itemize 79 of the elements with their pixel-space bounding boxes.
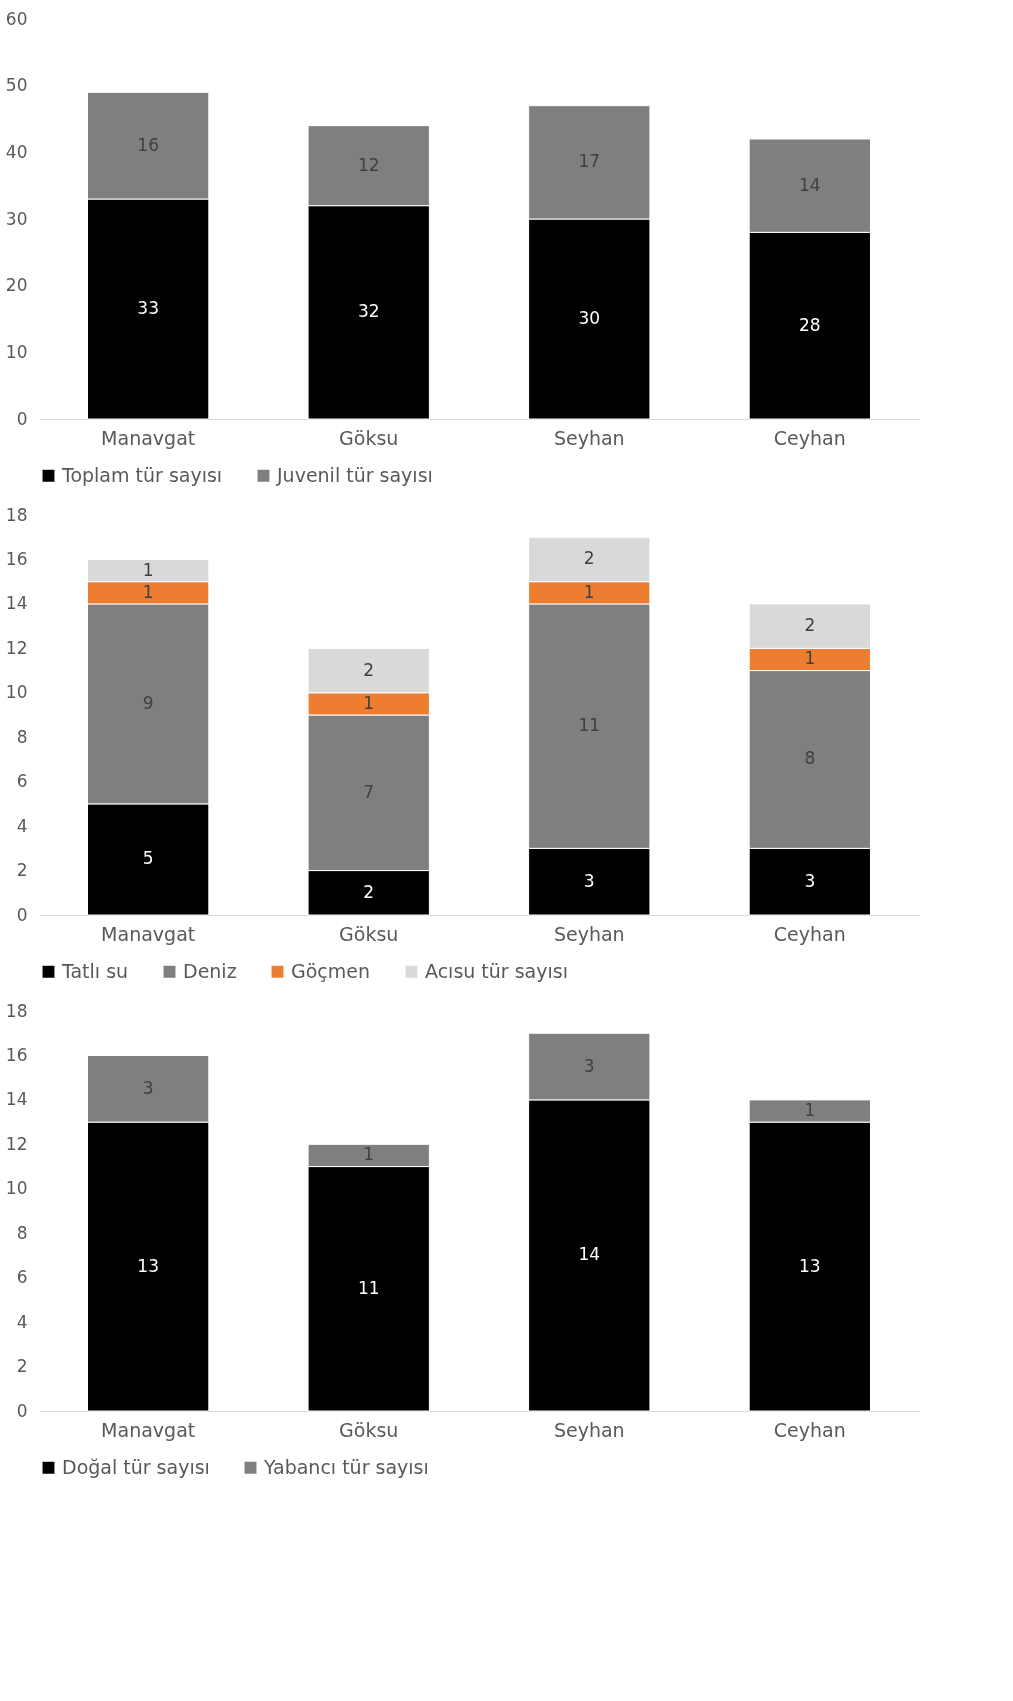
y-tick-label: 2 — [16, 860, 28, 881]
data-label: 1 — [363, 692, 375, 713]
y-tick-label: 16 — [5, 548, 28, 569]
data-label: 12 — [357, 154, 380, 175]
x-tick-label: Manavgat — [101, 922, 196, 945]
y-tick-label: 10 — [5, 682, 28, 703]
x-tick-label: Manavgat — [101, 426, 196, 449]
y-tick-label: 18 — [5, 1000, 28, 1021]
y-tick-label: 30 — [5, 208, 28, 229]
legend-label: Juvenil tür sayısı — [276, 463, 433, 486]
x-tick-label: Manavgat — [101, 1418, 196, 1441]
data-label: 2 — [363, 659, 375, 680]
data-label: 1 — [142, 581, 154, 602]
y-tick-label: 10 — [5, 341, 28, 362]
data-label: 28 — [799, 314, 821, 335]
x-tick-label: Ceyhan — [773, 1418, 846, 1441]
data-label: 14 — [578, 1244, 601, 1265]
data-label: 2 — [583, 548, 595, 569]
data-label: 13 — [799, 1255, 821, 1276]
data-label: 1 — [583, 581, 595, 602]
data-label: 3 — [583, 870, 595, 891]
x-tick-label: Ceyhan — [773, 922, 846, 945]
data-label: 8 — [804, 748, 816, 769]
x-tick-label: Göksu — [339, 922, 399, 945]
y-tick-label: 50 — [5, 75, 28, 96]
legend-label: Doğal tür sayısı — [62, 1455, 210, 1478]
data-label: 3 — [583, 1055, 595, 1076]
y-tick-label: 60 — [5, 8, 28, 29]
data-label: 30 — [578, 308, 601, 328]
legend-label: Göçmen — [291, 959, 371, 982]
y-tick-label: 0 — [16, 1400, 28, 1421]
y-tick-label: 10 — [5, 1178, 28, 1199]
y-tick-label: 14 — [5, 593, 28, 614]
y-tick-label: 0 — [16, 904, 28, 925]
y-tick-label: 20 — [5, 275, 28, 296]
y-tick-label: 4 — [16, 1311, 28, 1332]
data-label: 2 — [804, 615, 816, 636]
data-label: 1 — [142, 559, 154, 580]
y-tick-label: 14 — [5, 1089, 28, 1110]
y-tick-label: 18 — [5, 504, 28, 525]
x-tick-label: Ceyhan — [773, 426, 846, 449]
data-label: 13 — [137, 1255, 159, 1276]
legend-label: Toplam tür sayısı — [61, 463, 223, 486]
data-label: 33 — [137, 298, 159, 318]
y-tick-label: 6 — [16, 771, 28, 792]
x-tick-label: Göksu — [339, 426, 399, 449]
x-tick-label: Göksu — [339, 1418, 399, 1441]
data-label: 1 — [804, 648, 816, 669]
data-label: 1 — [804, 1100, 816, 1120]
y-tick-label: 12 — [5, 637, 28, 658]
y-tick-label: 8 — [16, 726, 28, 747]
data-label: 14 — [799, 174, 821, 195]
data-label: 2 — [363, 881, 375, 902]
x-tick-label: Seyhan — [553, 1418, 625, 1441]
y-tick-label: 6 — [16, 1267, 28, 1288]
data-label: 32 — [357, 301, 380, 322]
data-label: 9 — [142, 692, 154, 713]
y-tick-label: 8 — [16, 1222, 28, 1243]
y-tick-label: 0 — [16, 408, 28, 429]
data-label: 17 — [578, 151, 601, 172]
data-label: 11 — [357, 1277, 380, 1298]
data-label: 16 — [137, 134, 159, 155]
legend-label: Tatlı su — [61, 959, 129, 982]
data-label: 1 — [363, 1144, 375, 1165]
legend-label: Deniz — [183, 959, 237, 982]
y-tick-label: 2 — [16, 1356, 28, 1377]
data-label: 11 — [578, 715, 601, 736]
y-tick-label: 12 — [5, 1133, 28, 1154]
y-tick-label: 16 — [5, 1044, 28, 1065]
legend-label: Acısu tür sayısı — [425, 959, 568, 982]
data-label: 3 — [142, 1077, 154, 1098]
data-label: 3 — [804, 870, 816, 891]
y-tick-label: 40 — [5, 141, 28, 162]
data-label: 5 — [142, 848, 154, 869]
x-tick-label: Seyhan — [553, 922, 625, 945]
y-tick-label: 4 — [16, 815, 28, 836]
x-tick-label: Seyhan — [553, 426, 625, 449]
legend-label: Yabancı tür sayısı — [263, 1455, 429, 1478]
data-label: 7 — [363, 781, 375, 802]
